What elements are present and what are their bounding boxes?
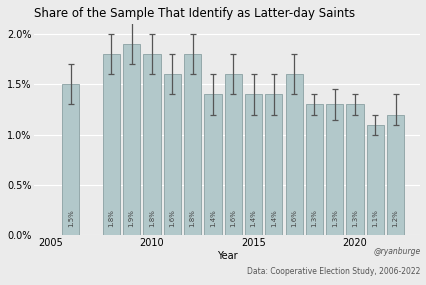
Text: 1.6%: 1.6% (291, 209, 296, 227)
Text: 1.6%: 1.6% (230, 209, 236, 227)
Text: 1.3%: 1.3% (331, 209, 337, 227)
Bar (62, 84, 79, 235)
Text: Share of the Sample That Identify as Latter-day Saints: Share of the Sample That Identify as Lat… (34, 7, 354, 20)
Text: 1.4%: 1.4% (250, 209, 256, 227)
Text: 1.5%: 1.5% (68, 209, 74, 227)
Bar (224, 74, 241, 235)
Bar (265, 94, 282, 235)
Bar (285, 74, 302, 235)
Text: 1.8%: 1.8% (189, 209, 195, 227)
Bar (143, 54, 160, 235)
Bar (325, 105, 343, 235)
Bar (345, 105, 363, 235)
Bar (386, 115, 403, 235)
Bar (305, 105, 322, 235)
Text: 1.3%: 1.3% (311, 209, 317, 227)
Text: 1.8%: 1.8% (108, 209, 114, 227)
Bar (184, 54, 201, 235)
Bar (123, 44, 140, 235)
Bar (204, 94, 221, 235)
Text: 1.1%: 1.1% (371, 209, 377, 227)
Text: 1.4%: 1.4% (270, 209, 276, 227)
Text: 1.3%: 1.3% (351, 209, 357, 227)
X-axis label: Year: Year (216, 251, 237, 261)
Text: @ryanburge: @ryanburge (372, 247, 420, 256)
Bar (366, 125, 383, 235)
Bar (103, 54, 120, 235)
Text: 1.6%: 1.6% (169, 209, 175, 227)
Text: 1.2%: 1.2% (392, 209, 398, 227)
Text: Data: Cooperative Election Study, 2006-2022: Data: Cooperative Election Study, 2006-2… (247, 267, 420, 276)
Text: 1.9%: 1.9% (128, 209, 134, 227)
Bar (245, 94, 262, 235)
Bar (163, 74, 181, 235)
Text: 1.4%: 1.4% (210, 209, 216, 227)
Text: 1.8%: 1.8% (149, 209, 155, 227)
